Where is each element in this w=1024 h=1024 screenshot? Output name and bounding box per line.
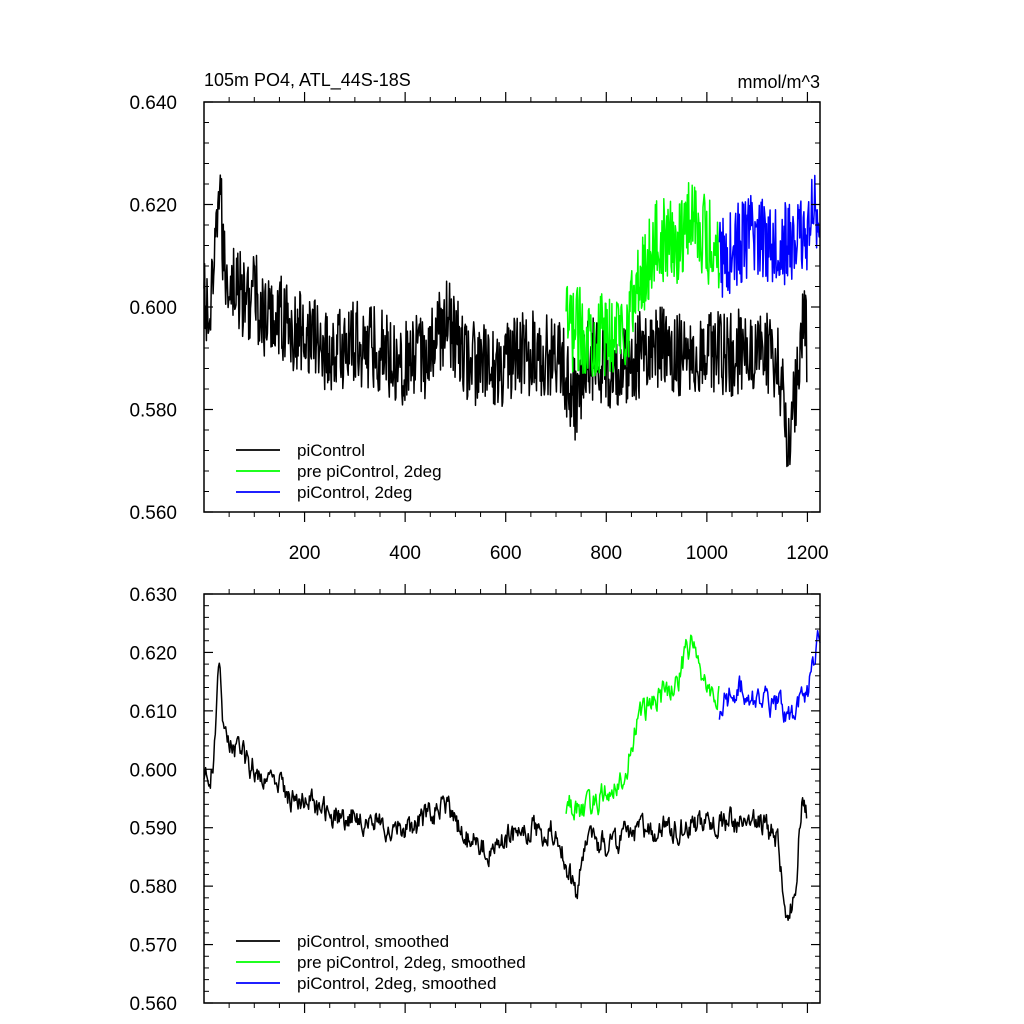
series-line-2 — [565, 181, 721, 377]
bottom-panel-frame — [203, 593, 821, 1004]
bottom-legend: piControl, smoothed pre piControl, 2deg, … — [236, 932, 526, 993]
y-tick-label: 0.630 — [129, 585, 177, 606]
y-tick-label: 0.570 — [129, 936, 177, 957]
y-tick-label: 0.560 — [129, 994, 177, 1015]
x-tick-label: 400 — [389, 543, 421, 564]
x-tick-label: 1200 — [786, 543, 828, 564]
series-line-2 — [565, 634, 720, 821]
legend-label: piControl, 2deg, smoothed — [297, 974, 496, 993]
series-line-1 — [203, 174, 808, 468]
legend-label: pre piControl, 2deg — [297, 462, 442, 481]
legend-label: piControl, smoothed — [297, 932, 449, 951]
series-line-3 — [718, 174, 821, 298]
x-tick-label: 200 — [289, 543, 321, 564]
x-tick-label: 800 — [590, 543, 622, 564]
series-line-3 — [718, 629, 821, 723]
top-panel-frame — [203, 101, 821, 513]
top-panel: 0.560 0.580 0.600 0.620 0.640 200 400 600 800 100… — [129, 70, 828, 564]
legend-label: piControl, 2deg — [297, 483, 412, 502]
y-tick-label: 0.560 — [129, 503, 177, 524]
x-tick-label: 1000 — [686, 543, 728, 564]
series-line-1 — [203, 662, 808, 922]
chart-title: 105m PO4, ATL_44S-18S — [204, 70, 411, 91]
legend-label: pre piControl, 2deg, smoothed — [297, 953, 526, 972]
bottom-panel: 0.560 0.570 0.580 0.590 0.600 0.610 0.620 0.630… — [129, 584, 821, 1015]
bottom-panel-series — [203, 629, 821, 922]
y-tick-label: 0.620 — [129, 196, 177, 217]
y-tick-label: 0.620 — [129, 643, 177, 664]
top-panel-ticks: 0.560 0.580 0.600 0.620 0.640 200 400 600 800 100… — [129, 92, 829, 564]
x-tick-label: 600 — [490, 543, 522, 564]
top-legend: piControl pre piControl, 2deg piControl, 2… — [236, 441, 442, 502]
bottom-panel-ticks: 0.560 0.570 0.580 0.590 0.600 0.610 0.620 0.630 — [129, 584, 820, 1015]
y-tick-label: 0.600 — [129, 760, 177, 781]
top-panel-series — [203, 174, 821, 468]
y-tick-label: 0.610 — [129, 702, 177, 723]
units-label: mmol/m^3 — [738, 72, 820, 92]
y-tick-label: 0.580 — [129, 877, 177, 898]
y-tick-label: 0.590 — [129, 819, 177, 840]
y-tick-label: 0.600 — [129, 298, 177, 319]
y-tick-label: 0.580 — [129, 401, 177, 422]
y-tick-label: 0.640 — [129, 93, 177, 114]
legend-label: piControl — [297, 441, 365, 460]
